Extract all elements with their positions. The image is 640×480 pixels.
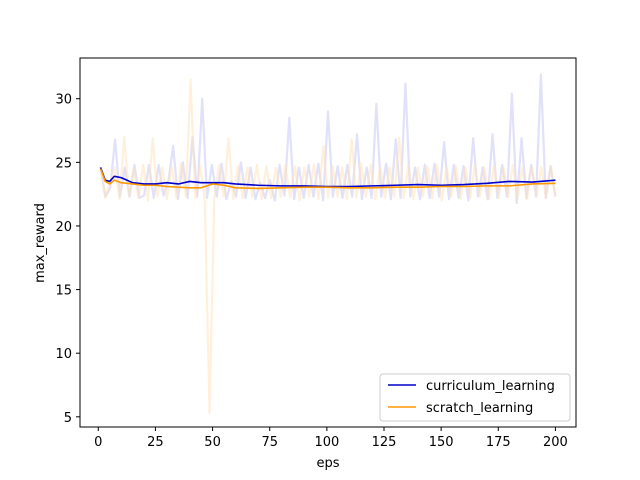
raw-series-layer xyxy=(99,73,557,415)
legend-label-curriculum: curriculum_learning xyxy=(426,379,555,394)
plot-frame xyxy=(79,57,577,428)
x-axis-ticks: 0 25 50 75 100 125 150 175 200 xyxy=(94,427,568,450)
x-tick-label: 175 xyxy=(486,435,511,450)
y-tick-label: 10 xyxy=(55,347,72,362)
x-tick-label: 125 xyxy=(372,435,397,450)
y-tick-label: 25 xyxy=(55,156,72,171)
x-tick-label: 50 xyxy=(204,435,221,450)
y-axis-ticks: 5 10 15 20 25 30 xyxy=(55,93,80,426)
raw-line-curriculum-learning xyxy=(99,73,557,205)
x-tick-label: 150 xyxy=(429,435,454,450)
y-tick-label: 5 xyxy=(64,411,72,426)
raw-line-scratch-learning xyxy=(99,78,557,415)
line-curriculum-learning xyxy=(99,167,556,188)
legend-box xyxy=(379,373,571,422)
x-tick-label: 0 xyxy=(94,435,102,450)
x-tick-label: 25 xyxy=(147,435,164,450)
legend: curriculum_learning scratch_learning xyxy=(379,373,571,422)
x-tick-label: 200 xyxy=(543,435,568,450)
line-scratch-learning xyxy=(99,168,556,190)
x-tick-label: 75 xyxy=(261,435,278,450)
y-tick-label: 30 xyxy=(55,93,72,108)
y-tick-label: 15 xyxy=(55,284,72,299)
x-tick-label: 100 xyxy=(314,435,339,450)
smoothed-series-layer xyxy=(99,167,556,190)
x-axis-label: eps xyxy=(316,456,339,471)
legend-label-scratch: scratch_learning xyxy=(426,401,533,416)
y-axis-label: max_reward xyxy=(33,203,48,283)
y-tick-label: 20 xyxy=(55,220,72,235)
